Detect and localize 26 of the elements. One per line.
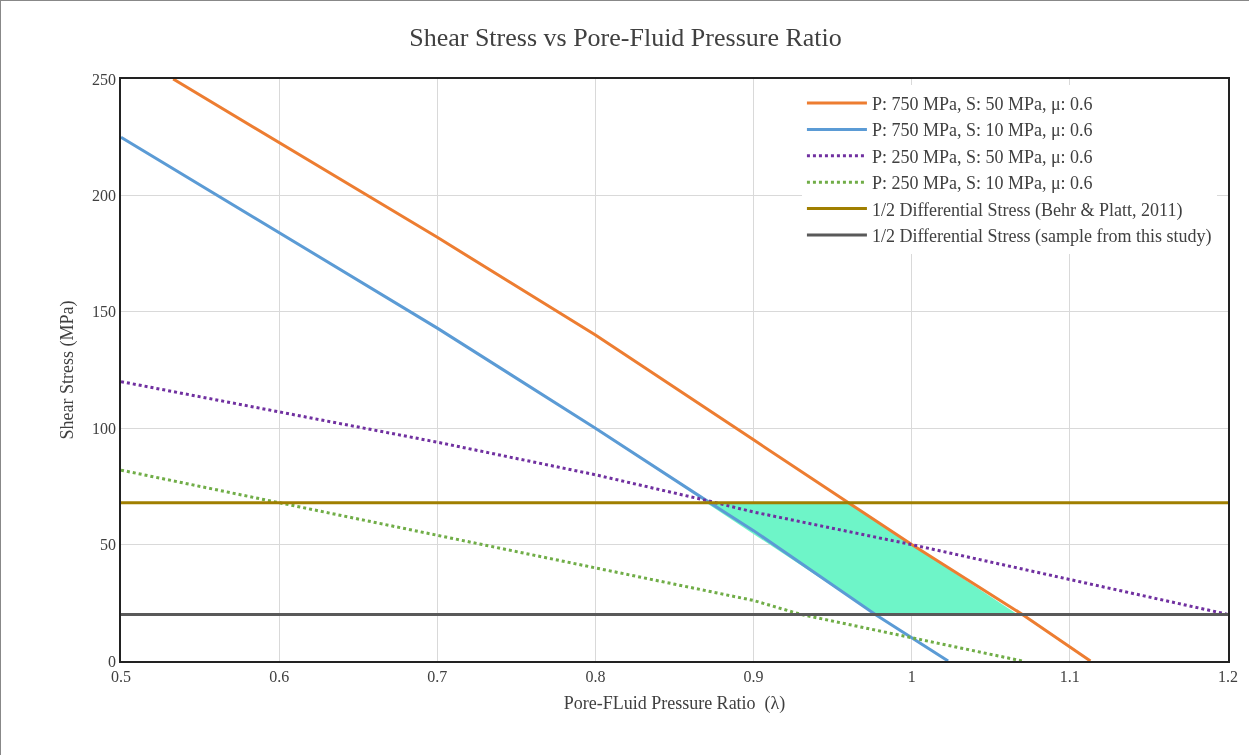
x-tick-label: 0.8 bbox=[585, 667, 606, 685]
y-tick-label: 200 bbox=[92, 187, 117, 204]
line-series bbox=[171, 79, 1092, 661]
line-series bbox=[121, 380, 1228, 616]
chart-title: Shear Stress vs Pore-Fluid Pressure Ratio bbox=[409, 22, 842, 52]
y-tick-label: 250 bbox=[92, 70, 117, 88]
x-axis-title: Pore-FLuid Pressure Ratio (λ) bbox=[563, 692, 786, 714]
legend-label: P: 750 MPa, S: 50 MPa, μ: 0.6 bbox=[871, 94, 1093, 115]
y-tick-label: 100 bbox=[92, 419, 117, 437]
y-tick-label: 150 bbox=[92, 303, 117, 321]
x-tick-label: 0.7 bbox=[427, 667, 448, 685]
y-axis-title: Shear Stress (MPa) bbox=[56, 300, 78, 440]
x-tick-label: 0.6 bbox=[269, 667, 290, 685]
x-tick-label: 0.9 bbox=[743, 667, 764, 685]
x-tick-label: 1.2 bbox=[1218, 667, 1238, 685]
x-tick-label: 1.1 bbox=[1059, 667, 1080, 685]
legend-label: 1/2 Differential Stress (sample from this study) bbox=[871, 226, 1212, 248]
legend-label: P: 250 MPa, S: 10 MPa, μ: 0.6 bbox=[871, 173, 1093, 194]
line-series bbox=[121, 468, 1024, 661]
legend-label: 1/2 Differential Stress (Behr & Platt, 2011) bbox=[871, 199, 1183, 221]
legend-label: P: 250 MPa, S: 50 MPa, μ: 0.6 bbox=[871, 146, 1093, 167]
y-tick-label: 0 bbox=[108, 652, 117, 670]
y-tick-label: 50 bbox=[100, 536, 117, 554]
x-tick-label: 1 bbox=[907, 667, 916, 685]
x-tick-label: 0.5 bbox=[111, 667, 131, 685]
legend-label: P: 750 MPa, S: 10 MPa, μ: 0.6 bbox=[871, 120, 1093, 141]
